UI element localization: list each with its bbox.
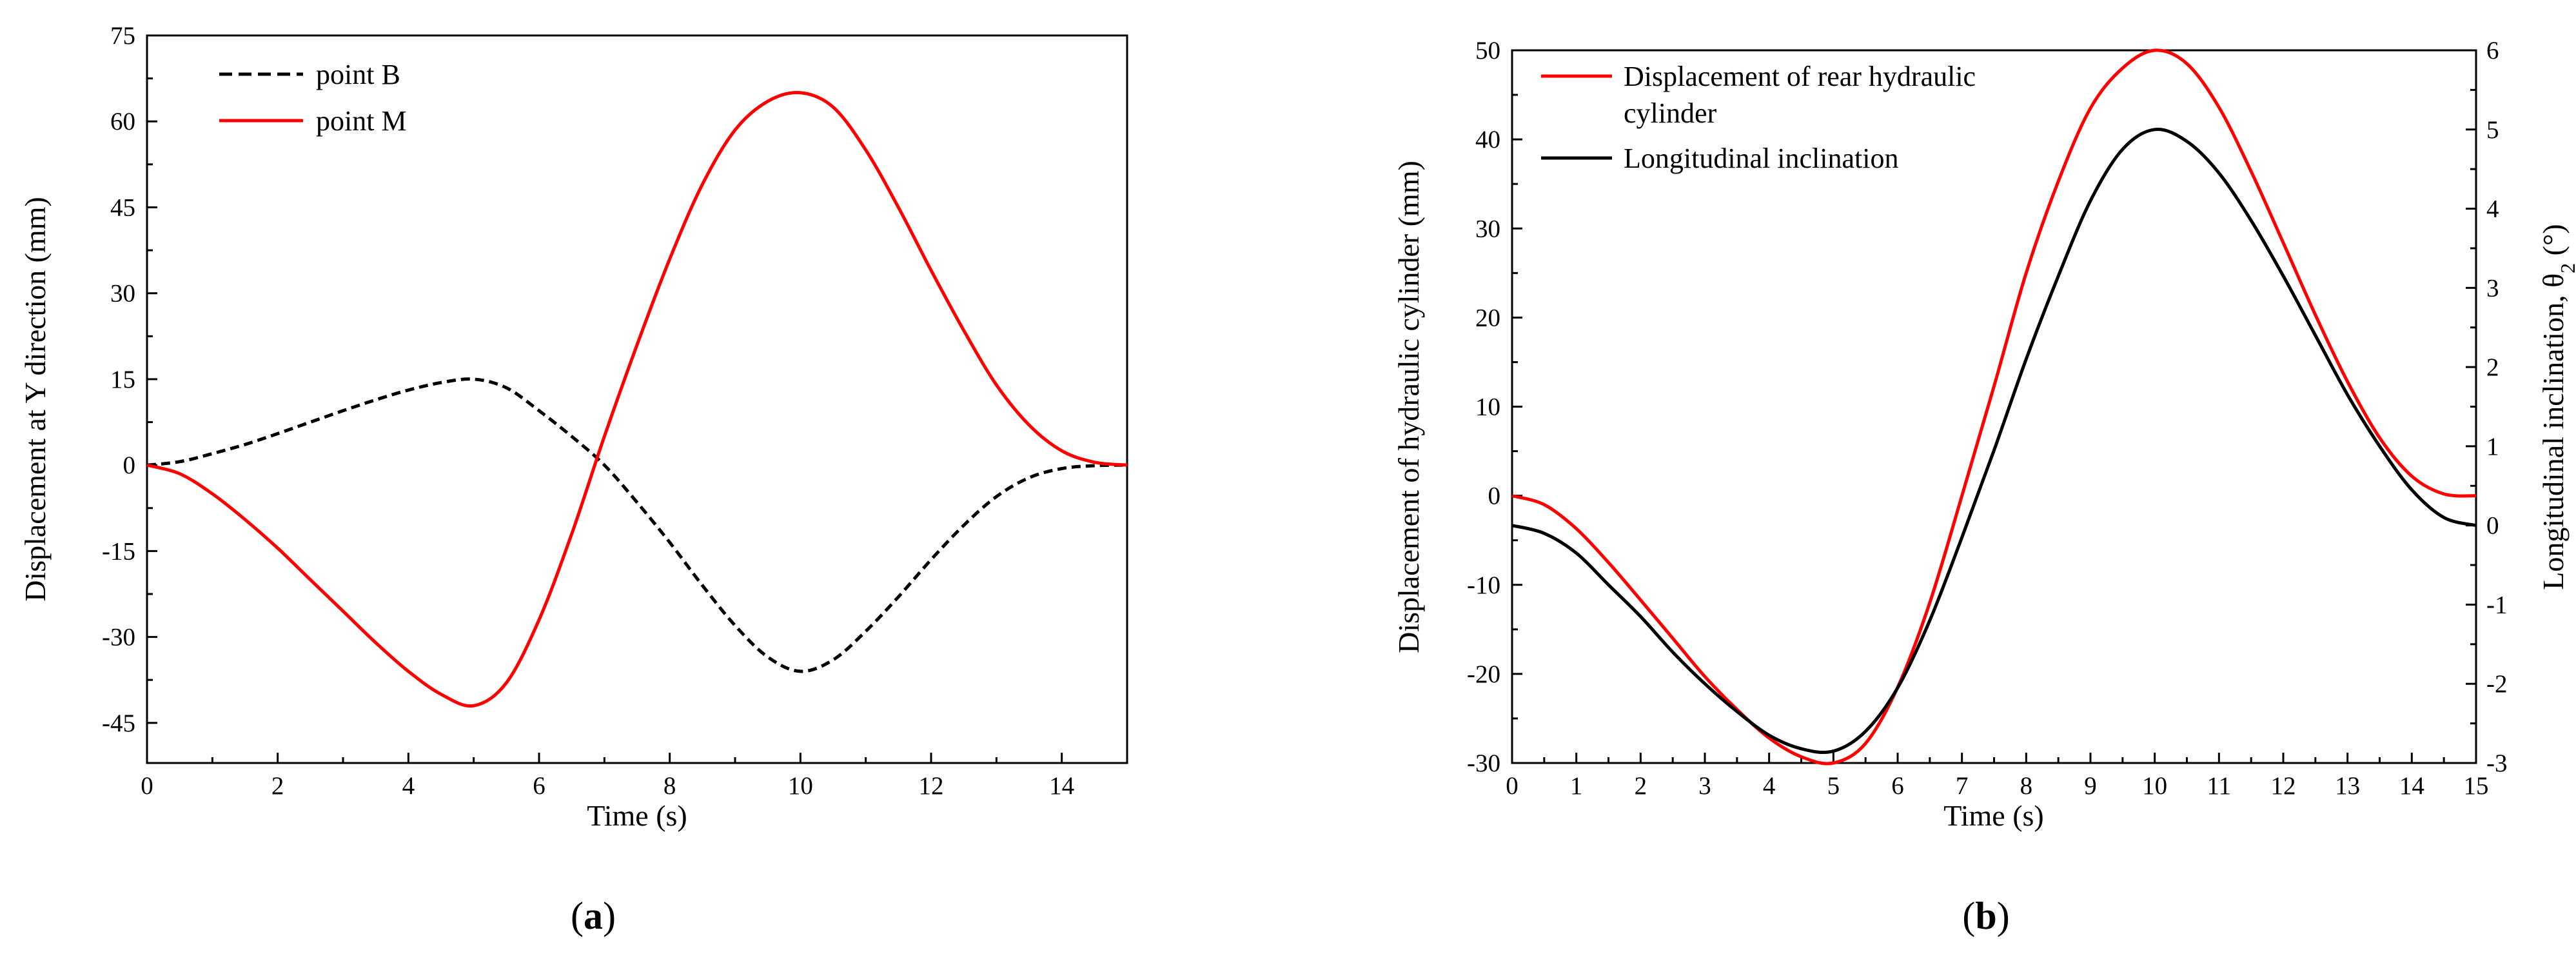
legend-label-point-m: point M (316, 105, 407, 137)
y-right-tick-label: 0 (2486, 512, 2499, 540)
y-tick-label: -15 (102, 537, 135, 565)
x-tick-label: 12 (919, 772, 944, 800)
y-right-tick-label: 3 (2486, 274, 2499, 302)
chart-a-frame (146, 34, 1128, 764)
legend-label-rear-cylinder-line2: cylinder (1624, 97, 1717, 129)
x-tick-label: 13 (2335, 772, 2360, 800)
x-tick-label: 6 (533, 772, 546, 800)
x-tick-label: 8 (664, 772, 676, 800)
x-tick-label: 10 (2142, 772, 2167, 800)
y-right-tick-label: -1 (2486, 591, 2508, 619)
y-tick-label: 15 (110, 366, 135, 393)
y-tick-label: 0 (123, 451, 136, 479)
chart-a-ylabel: Displacement at Y direction (mm) (19, 197, 52, 602)
y-right-tick-label: 5 (2486, 116, 2499, 144)
legend-label-inclination: Longitudinal inclination (1624, 143, 1899, 174)
y-right-tick-label: 2 (2486, 353, 2499, 381)
y-right-tick-label: 6 (2486, 37, 2499, 64)
x-tick-label: 1 (1570, 772, 1583, 800)
chart-b-ylabel-right: Longitudinal inclination, θ2 (°) (2537, 224, 2576, 589)
chart-b-y-axis-right: -3 -2 -1 0 1 2 3 4 5 6 (2466, 37, 2508, 777)
y-tick-label: 45 (110, 193, 135, 221)
y-tick-label: -30 (102, 624, 135, 651)
y-right-tick-label: -3 (2486, 749, 2508, 777)
chart-b-series (1511, 48, 2477, 766)
chart-a: -45 -30 -15 0 15 30 45 60 75 0 2 4 6 8 10 12 14 Time (s… (19, 22, 1128, 937)
y-right-tick-label: 4 (2486, 195, 2499, 223)
x-tick-label: 0 (1506, 772, 1519, 800)
x-tick-label: 10 (788, 772, 813, 800)
y-tick-label: 30 (110, 280, 135, 308)
x-tick-label: 0 (141, 772, 153, 800)
y-tick-label: 40 (1475, 126, 1500, 154)
y-tick-label: -10 (1467, 571, 1500, 599)
y-tick-label: 75 (110, 22, 135, 50)
x-tick-label: 14 (1049, 772, 1074, 800)
chart-b-legend: Displacement of rear hydraulic cylinder … (1541, 61, 1976, 174)
chart-a-x-axis: 0 2 4 6 8 10 12 14 (141, 753, 1074, 800)
x-tick-label: 15 (2464, 772, 2489, 800)
x-tick-label: 11 (2207, 772, 2232, 800)
chart-b-x-axis: 0 1 2 3 4 5 6 7 8 9 10 11 12 13 14 15 (1506, 753, 2489, 800)
x-tick-label: 7 (1956, 772, 1969, 800)
series-line-1 (1511, 128, 2477, 754)
x-tick-label: 2 (271, 772, 284, 800)
y-tick-label: 30 (1475, 215, 1500, 243)
chart-b-y-axis-left: -30 -20 -10 0 10 20 30 40 50 (1467, 37, 1522, 777)
chart-b-ylabel-left: Displacement of hydraulic cylinder (mm) (1392, 161, 1425, 653)
x-tick-label: 9 (2084, 772, 2097, 800)
chart-b-xlabel: Time (s) (1943, 799, 2044, 832)
chart-a-series (146, 91, 1128, 708)
legend-label-rear-cylinder-line1: Displacement of rear hydraulic (1624, 61, 1976, 92)
series-line-1 (146, 91, 1128, 708)
x-tick-label: 4 (402, 772, 415, 800)
y-tick-label: 10 (1475, 393, 1500, 421)
x-tick-label: 2 (1635, 772, 1647, 800)
x-tick-label: 5 (1827, 772, 1840, 800)
panel-label-a: (a) (571, 895, 616, 937)
y-tick-label: 20 (1475, 304, 1500, 332)
x-tick-label: 6 (1891, 772, 1904, 800)
y-tick-label: 50 (1475, 37, 1500, 64)
y-right-tick-label: -2 (2486, 670, 2508, 698)
series-line-0 (146, 377, 1128, 673)
y-right-tick-label: 1 (2486, 433, 2499, 461)
x-tick-label: 12 (2271, 772, 2296, 800)
x-tick-label: 3 (1698, 772, 1711, 800)
x-tick-label: 14 (2399, 772, 2424, 800)
y-tick-label: -20 (1467, 660, 1500, 688)
panel-label-b: (b) (1962, 895, 2009, 937)
y-tick-label: -45 (102, 709, 135, 737)
chart-a-y-axis: -45 -30 -15 0 15 30 45 60 75 (102, 22, 157, 737)
legend-label-point-b: point B (316, 59, 400, 90)
x-tick-label: 4 (1763, 772, 1776, 800)
y-tick-label: -30 (1467, 749, 1500, 777)
chart-a-xlabel: Time (s) (587, 799, 687, 832)
chart-a-legend: point B point M (219, 59, 407, 137)
y-tick-label: 0 (1488, 482, 1501, 510)
y-tick-label: 60 (110, 108, 135, 135)
x-tick-label: 8 (2020, 772, 2033, 800)
series-line-0 (1511, 48, 2477, 766)
